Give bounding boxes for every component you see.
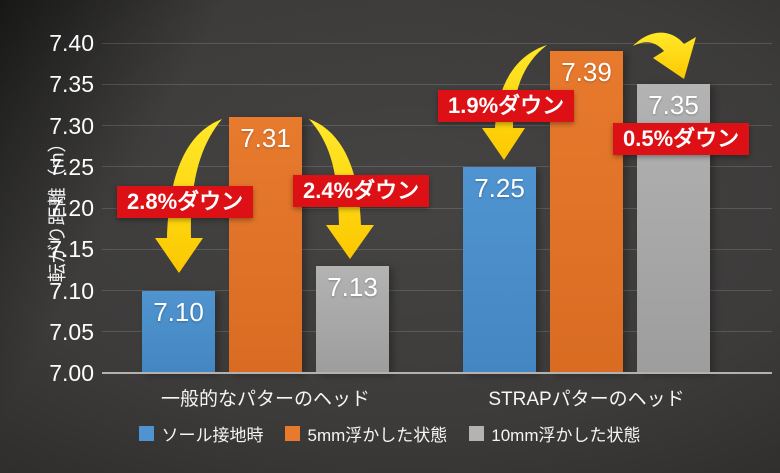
- gridline: [102, 83, 772, 85]
- gridline: [102, 125, 772, 126]
- bar-ソール接地時-STRAPパターのヘッド: [463, 166, 536, 373]
- bar-value-label: 7.13: [327, 271, 378, 302]
- percent-down-badge: 2.4%ダウン: [293, 175, 430, 207]
- legend-swatch-icon: [469, 426, 485, 441]
- gridline: [102, 207, 772, 209]
- y-tick-label: 7.30: [49, 112, 94, 139]
- legend-label: ソール接地時: [161, 426, 264, 445]
- bar-value-label: 7.31: [240, 123, 291, 154]
- category-label: 一般的なパターのヘッド: [160, 389, 371, 410]
- percent-down-badge: 0.5%ダウン: [613, 123, 750, 155]
- gridline: [102, 248, 772, 250]
- legend-swatch-icon: [285, 426, 301, 441]
- y-tick-label: 7.00: [49, 360, 94, 386]
- bar-value-label: 7.35: [648, 90, 699, 121]
- bar-value-label: 7.25: [474, 172, 525, 203]
- gridline: [102, 42, 772, 44]
- gridline: [102, 166, 772, 168]
- legend-label: 5mm浮かした状態: [307, 426, 448, 445]
- gridline: [102, 331, 772, 333]
- legend-item: ソール接地時: [139, 421, 263, 446]
- bar-value-label: 7.10: [153, 296, 204, 327]
- plot-area: 転がり距離（m） 7.00 7.05 7.10 7.15 7.20 7.25 7.30 7.3…: [48, 30, 772, 410]
- y-tick-label: 7.15: [49, 236, 94, 263]
- y-tick-label: 7.35: [49, 71, 94, 98]
- y-tick-label: 7.20: [49, 195, 94, 221]
- category-label: STRAPパターのヘッド: [488, 389, 685, 410]
- legend-item: 5mm浮かした状態: [285, 421, 447, 446]
- bar-ソール接地時-一般的なパターのヘッド: [142, 290, 215, 373]
- percent-down-badge: 2.8%ダウン: [117, 186, 254, 218]
- legend-label: 10mm浮かした状態: [491, 426, 641, 445]
- gridline: [102, 290, 772, 291]
- y-tick-label: 7.05: [49, 318, 94, 345]
- bar-value-label: 7.39: [561, 57, 612, 88]
- x-axis-line: [102, 372, 772, 374]
- y-tick-label: 7.10: [49, 277, 94, 304]
- bar-5mm浮かした状態-一般的なパターのヘッド: [229, 117, 302, 373]
- y-tick-label: 7.25: [49, 153, 94, 180]
- bar-10mm浮かした状態-一般的なパターのヘッド: [316, 265, 389, 373]
- y-tick-label: 7.40: [49, 30, 94, 56]
- legend: ソール接地時 5mm浮かした状態 10mm浮かした状態: [0, 421, 780, 446]
- legend-item: 10mm浮かした状態: [469, 421, 641, 446]
- legend-swatch-icon: [139, 426, 155, 441]
- percent-down-badge: 1.9%ダウン: [438, 90, 575, 122]
